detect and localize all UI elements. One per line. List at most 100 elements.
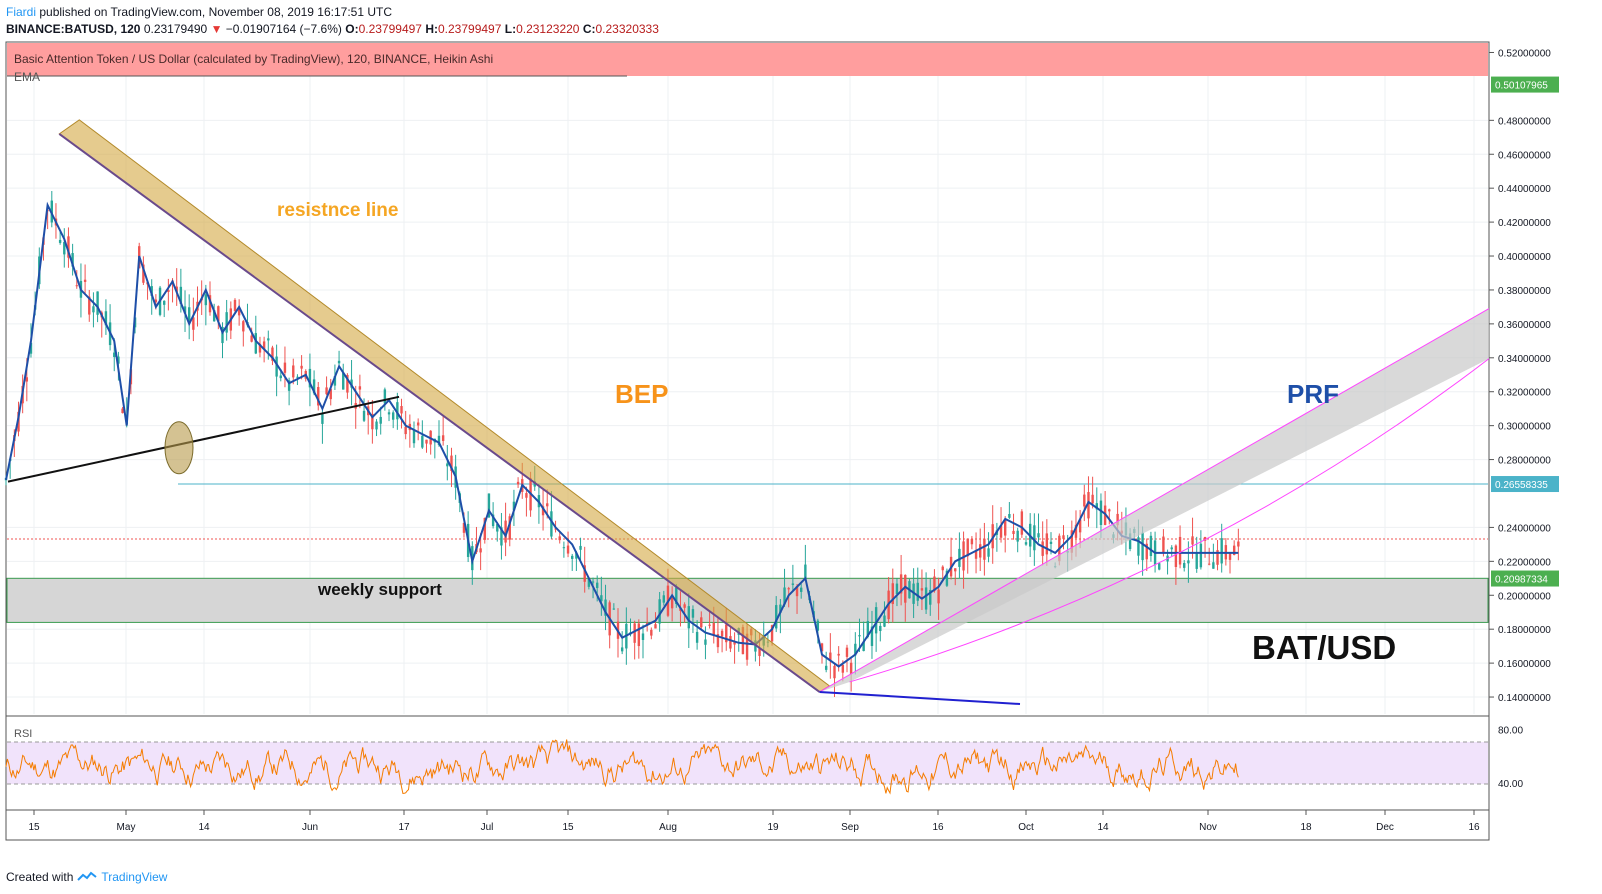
support-trendline [7,395,400,483]
candle-body [1216,550,1219,565]
time-tick-label: 15 [28,822,40,833]
candle-body [1208,563,1211,565]
candle-body [29,342,33,354]
candle-body [874,607,878,634]
time-axis[interactable]: 15 May 14 Jun 17 Jul 15 Aug 19 Sep 16 Oct 14 Nov 18 Dec… [28,810,1480,833]
candle-body [1062,535,1065,539]
candle-body [937,589,940,604]
candle-body [970,538,974,545]
weekly-support-label: weekly support [317,580,442,599]
candle-body [633,623,636,643]
candle-body [516,481,520,485]
candle-body [658,599,661,624]
price-tick-label: 0.32000000 [1498,388,1551,399]
price-marker [1491,476,1559,493]
candle-body [770,625,774,642]
price-tick-label: 0.48000000 [1498,116,1551,127]
candle-body [88,296,91,315]
candle-body [974,550,978,559]
candle-body [716,634,720,648]
candle-body [446,463,449,467]
candle-body [208,295,212,313]
candle-body [999,525,1003,538]
candle-body [775,605,778,629]
candle-body [121,408,124,414]
price-marker-label: 0.20987334 [1495,575,1548,586]
ema-label: EMA [14,70,40,84]
change-value: −0.01907164 (−7.6%) [225,22,342,36]
candle-body [142,264,145,283]
candle-body [708,624,711,626]
candle-body [662,595,666,603]
candle-body [296,376,299,378]
candle-body [496,524,499,532]
candle-body [75,285,78,287]
candle-body [866,621,870,637]
candle-body [845,647,849,657]
resistance-line [58,133,821,693]
candle-body [262,341,266,350]
candle-body [1212,562,1215,569]
candle-body [1187,560,1190,564]
candle-body [1203,536,1207,541]
price-axis[interactable]: 0.52000000 0.48000000 0.46000000 0.44000000… [1489,48,1559,704]
price-tick-label: 0.28000000 [1498,456,1551,467]
rsi-tick-label: 80.00 [1498,725,1523,736]
candle-body [1149,535,1153,557]
zones [6,483,1489,623]
candle-body [758,648,761,657]
candle-body [1162,536,1165,553]
symbol-label: BINANCE:BATUSD, 120 [6,22,141,36]
candle-body [225,312,228,333]
tradingview-link[interactable]: TradingView [101,870,168,884]
candle-body [604,599,607,616]
candle-body [799,587,803,592]
last-price: 0.23179490 [143,22,208,36]
candle-body [1020,511,1024,535]
candle-body [525,493,528,498]
candle-body [1141,532,1144,561]
candle-body [1128,533,1132,549]
candle-body [837,653,840,656]
candle-body [83,279,87,282]
price-tick-label: 0.30000000 [1498,422,1551,433]
candle-body [292,365,295,378]
candle-body [25,377,29,382]
candle-body [829,652,832,661]
candle-body [375,421,378,430]
rsi-band [7,742,1488,784]
candle-body [720,630,724,637]
time-tick-label: 17 [398,822,410,833]
candle-body [945,570,949,586]
price-tick-label: 0.36000000 [1498,320,1551,331]
candle-body [583,565,586,582]
open-label: O: [345,22,359,36]
candle-body [483,517,486,540]
candle-body [512,501,516,511]
candle-body [820,643,824,652]
candle-body [1045,533,1049,555]
low-label: L: [504,22,517,36]
candle-body [154,299,158,303]
candle-body [333,376,337,386]
candle-body [321,413,324,424]
candle-body [371,413,374,430]
publish-info: published on TradingView.com, November 0… [39,5,393,19]
candle-body [691,609,695,618]
candle-body [1099,500,1103,526]
candle-body [379,416,382,424]
candle-body [192,317,195,330]
candle-body [571,555,574,559]
candle-body [704,639,707,645]
candle-body [71,253,74,267]
candle-body [416,422,420,426]
candle-body [733,641,736,645]
author-name[interactable]: Fiardi [6,5,37,19]
candle-body [312,379,316,394]
candle-body [254,333,257,354]
candle-body [383,389,387,404]
candle-body [1033,525,1036,551]
time-tick-label: Sep [841,822,859,833]
resistance-line-label: resistnce line [277,200,398,221]
